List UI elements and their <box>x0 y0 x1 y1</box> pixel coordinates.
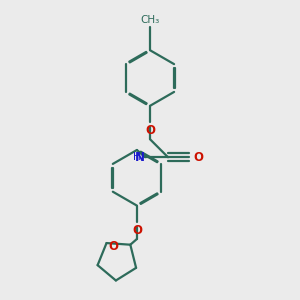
Text: N: N <box>135 151 145 164</box>
Text: CH₃: CH₃ <box>140 15 160 25</box>
Text: H: H <box>134 152 141 162</box>
Text: O: O <box>132 224 142 237</box>
Text: O: O <box>193 151 203 164</box>
Text: O: O <box>145 124 155 137</box>
Text: O: O <box>109 240 119 253</box>
